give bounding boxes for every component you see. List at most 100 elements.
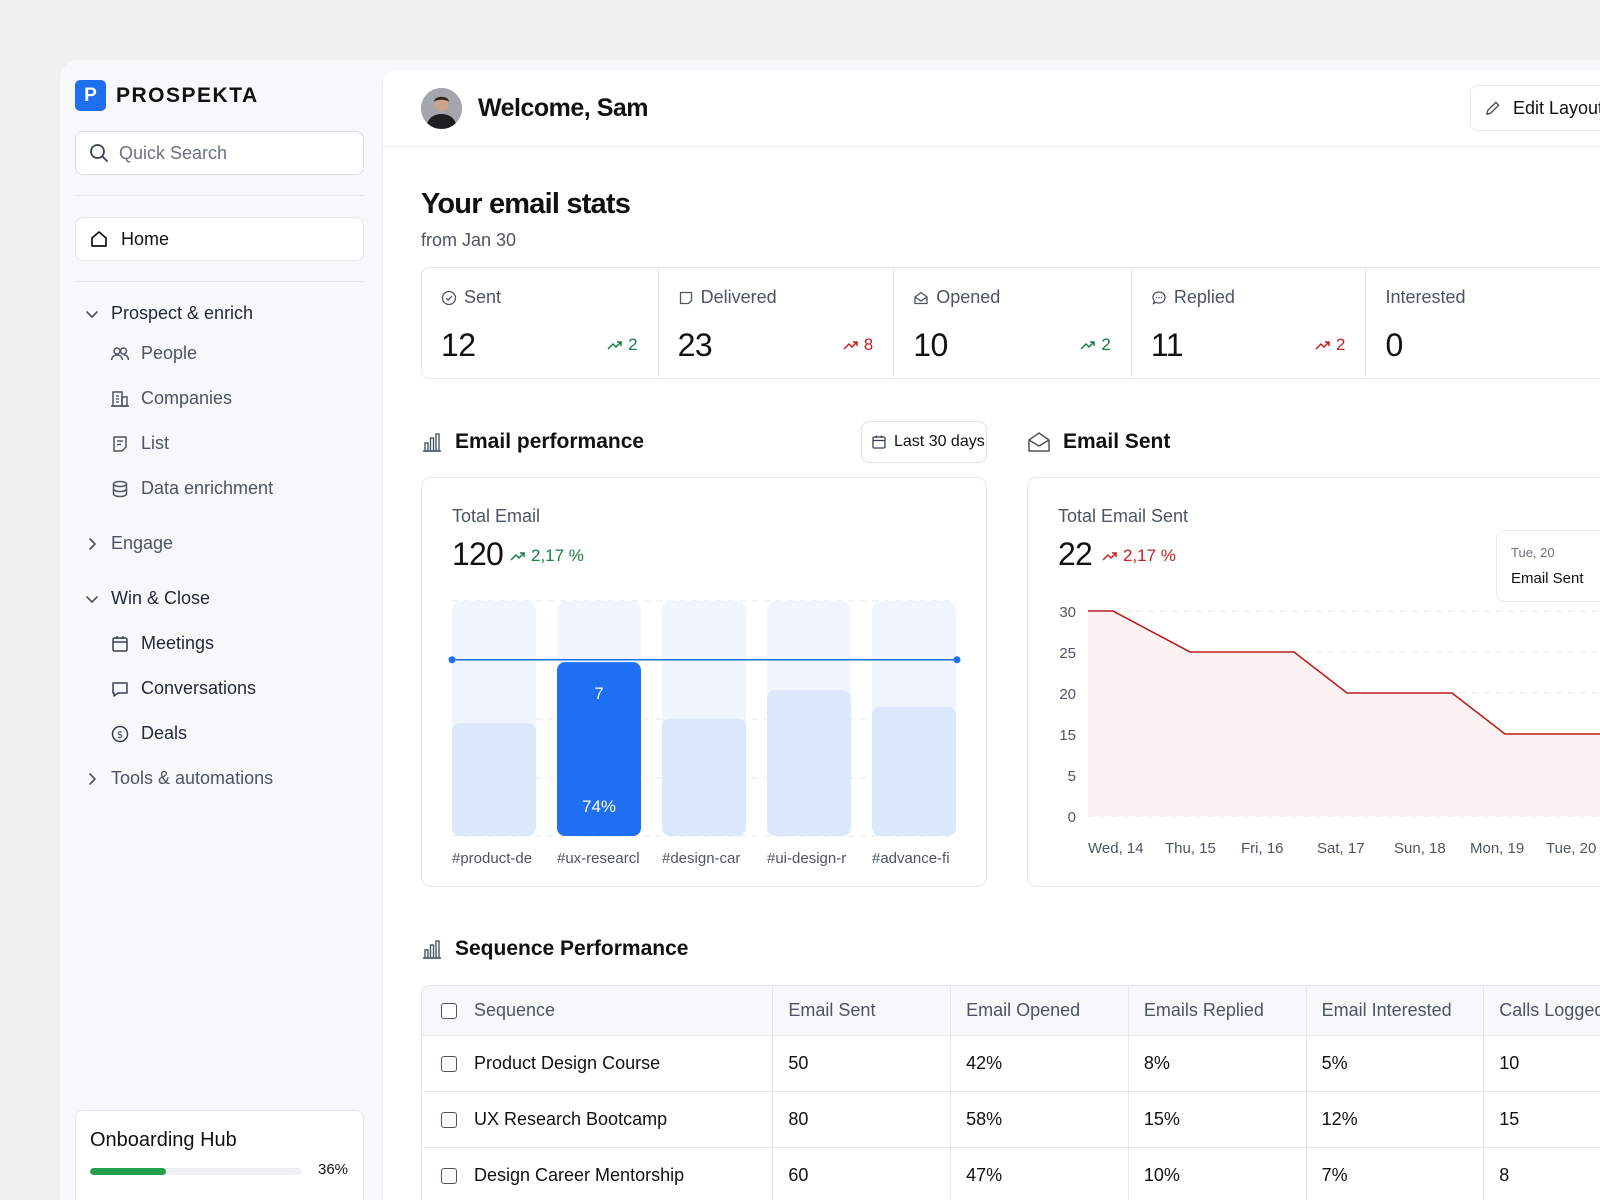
sequence-table: Sequence Email Sent Email Opened Emails … [421, 985, 1600, 1200]
sidebar: P PROSPEKTA Home Prospect & enrich Peopl… [60, 60, 382, 1200]
column-header-email-sent[interactable]: Email Sent [773, 986, 952, 1035]
email-sent-card: Total Email Sent 22 2,17 % 30 25 20 15 5 0 Wed… [1027, 477, 1600, 887]
stat-label: Delivered [678, 287, 777, 308]
home-icon [91, 231, 107, 247]
sidebar-item-conversations[interactable]: Conversations [110, 678, 256, 699]
total-email-value: 120 [452, 536, 504, 572]
column-header-sequence[interactable]: Sequence [422, 986, 774, 1035]
brand-name: PROSPEKTA [116, 83, 259, 107]
cell-sequence: Design Career Mentorship [422, 1148, 774, 1200]
sidebar-group-tools[interactable]: Tools & automations [84, 768, 273, 789]
stat-sent[interactable]: Sent 12 2 [422, 268, 659, 378]
column-header-email-opened[interactable]: Email Opened [951, 986, 1129, 1035]
table-row[interactable]: Product Design Course 50 42% 8% 5% 10 [422, 1036, 1600, 1092]
stat-label: Replied [1151, 287, 1235, 308]
sidebar-group-label: Tools & automations [111, 768, 274, 788]
sidebar-item-deals[interactable]: $ Deals [110, 723, 187, 744]
sidebar-item-home[interactable]: Home [75, 217, 364, 261]
sidebar-item-label: Deals [141, 723, 188, 743]
total-email-sent-delta: 2,17 % [1102, 546, 1176, 566]
sidebar-item-label: Companies [141, 388, 233, 408]
quick-search[interactable] [75, 131, 364, 175]
x-tick-label: #design-car [662, 850, 740, 867]
search-input[interactable] [119, 142, 349, 164]
sidebar-group-engage[interactable]: Engage [84, 533, 173, 554]
stat-delivered[interactable]: Delivered 23 8 [659, 268, 895, 378]
x-tick-label: Sat, 17 [1317, 840, 1365, 857]
select-all-checkbox[interactable] [441, 1002, 457, 1019]
total-email-delta-value: 2,17 % [531, 546, 584, 565]
onboarding-hub[interactable]: Onboarding Hub 36% [75, 1110, 364, 1200]
check-circle-icon [441, 290, 457, 305]
email-sent-heading: Email Sent [1027, 430, 1170, 454]
bar-chart-icon [423, 940, 441, 959]
sidebar-item-list[interactable]: List [110, 433, 169, 454]
y-tick-label: 15 [1059, 727, 1076, 744]
stat-label-text: Interested [1385, 287, 1466, 307]
row-checkbox[interactable] [441, 1111, 457, 1128]
cell-emails-replied: 8% [1129, 1036, 1307, 1091]
stat-delta-value: 2 [1101, 335, 1111, 354]
cell-email-sent: 50 [773, 1036, 952, 1091]
sequence-performance-title: Sequence Performance [455, 937, 689, 960]
sidebar-group-label: Win & Close [111, 588, 211, 608]
bar [662, 718, 746, 836]
avatar-image [421, 88, 462, 129]
sidebar-item-label: List [141, 433, 170, 453]
sidebar-item-label: People [141, 343, 198, 363]
onboarding-progress-bar [90, 1168, 302, 1175]
onboarding-progress-fill [90, 1168, 167, 1175]
bar-percent-label: 74% [582, 797, 616, 816]
series-line [1088, 610, 1600, 735]
table-row[interactable]: UX Research Bootcamp 80 58% 15% 12% 15 [422, 1092, 1600, 1148]
email-sent-title: Email Sent [1063, 430, 1171, 453]
reference-point [448, 656, 456, 664]
date-range-button[interactable]: Last 30 days [861, 421, 987, 463]
x-tick-label: Wed, 14 [1088, 840, 1144, 857]
sidebar-item-people[interactable]: People [110, 343, 197, 364]
sidebar-item-companies[interactable]: Companies [110, 388, 232, 409]
x-tick-label: Mon, 19 [1470, 840, 1524, 857]
calendar-icon [872, 435, 886, 449]
y-tick-label: 0 [1068, 809, 1076, 826]
column-header-emails-replied[interactable]: Emails Replied [1129, 986, 1307, 1035]
edit-layout-button[interactable]: Edit Layout [1470, 85, 1600, 131]
sidebar-group-win-close[interactable]: Win & Close [84, 588, 210, 609]
stats-title: Your email stats [421, 188, 631, 220]
brand[interactable]: P PROSPEKTA [75, 80, 259, 111]
tooltip-date: Tue, 20 [1511, 545, 1555, 560]
sidebar-item-label: Conversations [141, 678, 257, 698]
cell-emails-replied: 15% [1129, 1092, 1307, 1147]
stat-delta: 8 [843, 335, 873, 355]
cell-sequence: Product Design Course [422, 1036, 774, 1091]
stat-interested[interactable]: Interested 0 [1366, 268, 1600, 378]
avatar[interactable] [421, 88, 462, 129]
trend-up-icon [1102, 552, 1117, 561]
trend-up-icon [510, 552, 525, 561]
area-fill [1088, 611, 1600, 816]
onboarding-title: Onboarding Hub [90, 1129, 237, 1151]
chat-bubble-icon [112, 681, 128, 697]
brand-logo: P [75, 80, 106, 111]
bar [767, 690, 851, 836]
stat-replied[interactable]: Replied 11 2 [1132, 268, 1367, 378]
x-tick-label: #ux-researcl [557, 850, 640, 867]
sidebar-item-data-enrichment[interactable]: Data enrichment [110, 478, 273, 499]
bar [872, 706, 956, 836]
column-header-email-interested[interactable]: Email Interested [1307, 986, 1485, 1035]
sidebar-item-meetings[interactable]: Meetings [110, 633, 214, 654]
y-tick-label: 5 [1068, 768, 1076, 785]
trend-up-icon [607, 341, 622, 350]
table-row[interactable]: Design Career Mentorship 60 47% 10% 7% 8 [422, 1148, 1600, 1200]
table-header-row: Sequence Email Sent Email Opened Emails … [422, 986, 1600, 1036]
column-header-calls-logged[interactable]: Calls Logged [1499, 1000, 1600, 1020]
stat-label: Sent [441, 287, 501, 308]
trend-up-icon [1315, 341, 1330, 350]
chevron-down-icon [86, 595, 98, 603]
stat-opened[interactable]: Opened 10 2 [894, 268, 1132, 378]
row-checkbox[interactable] [441, 1167, 457, 1184]
row-checkbox[interactable] [441, 1055, 457, 1072]
divider [75, 195, 364, 196]
sidebar-group-prospect[interactable]: Prospect & enrich [84, 303, 253, 324]
total-email-label: Total Email [452, 506, 541, 526]
